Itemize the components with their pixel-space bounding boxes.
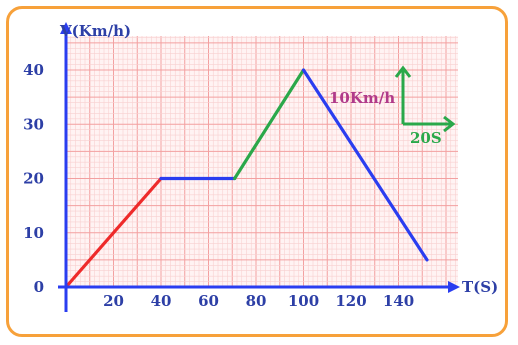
- series-segment-4: [301, 68, 429, 262]
- scale-legend-vertical-arrowhead: [394, 65, 412, 78]
- x-tick-label: 100: [288, 292, 319, 310]
- y-tick-label: 0: [34, 278, 44, 296]
- x-tick-label: 120: [335, 292, 366, 310]
- y-tick-label: 10: [23, 224, 44, 242]
- chart-ticks: 0 10 20 30 40 20 40 60 80 100 120 140: [23, 61, 414, 310]
- scale-legend: 10Km/h 20S: [329, 65, 456, 147]
- series-segment-1: [64, 176, 163, 289]
- y-axis-label: V(Km/h): [59, 22, 131, 40]
- x-tick-label: 40: [151, 292, 172, 310]
- chart-grid: [65, 36, 458, 288]
- chart-axes: [58, 22, 460, 312]
- y-tick-label: 40: [23, 61, 44, 79]
- y-axis-arrow: [60, 22, 72, 34]
- grid-background: [66, 36, 458, 287]
- scale-legend-horizontal-arrowhead: [443, 115, 456, 133]
- x-axis-label: T(S): [462, 278, 498, 296]
- series-segment-3: [233, 68, 306, 181]
- x-tick-label: 140: [383, 292, 414, 310]
- y-tick-label: 30: [23, 115, 44, 133]
- scale-legend-horizontal-label: 20S: [410, 129, 442, 147]
- chart-series: [64, 68, 429, 289]
- x-tick-label: 60: [198, 292, 219, 310]
- x-tick-label: 80: [246, 292, 267, 310]
- x-axis-arrow: [448, 281, 460, 293]
- y-tick-label: 20: [23, 170, 44, 188]
- scale-legend-vertical-label: 10Km/h: [329, 89, 395, 107]
- x-tick-label: 20: [103, 292, 124, 310]
